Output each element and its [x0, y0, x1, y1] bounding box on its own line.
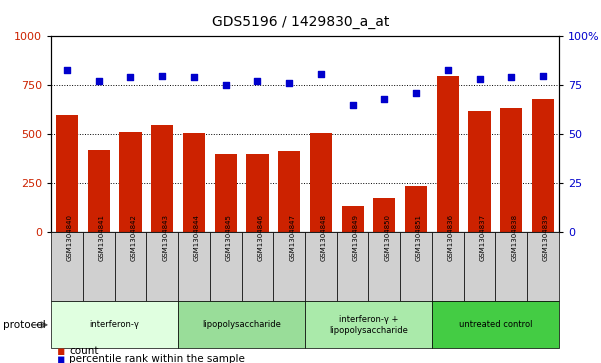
Text: GSM1304850: GSM1304850: [385, 214, 391, 261]
Bar: [432, 301, 559, 348]
Bar: [305, 301, 432, 348]
Bar: [373, 198, 395, 232]
Bar: [405, 186, 427, 232]
Point: [316, 71, 326, 77]
Bar: [532, 99, 554, 232]
Point: [538, 73, 548, 78]
Bar: [273, 232, 305, 301]
Point: [284, 81, 294, 86]
Bar: [242, 232, 273, 301]
Bar: [464, 232, 495, 301]
Bar: [178, 232, 210, 301]
Bar: [115, 232, 146, 301]
Point: [94, 78, 103, 84]
Bar: [246, 154, 269, 232]
Bar: [56, 115, 78, 232]
Text: GSM1304845: GSM1304845: [225, 215, 231, 261]
Point: [348, 102, 358, 108]
Text: untreated control: untreated control: [459, 321, 532, 329]
Point: [380, 96, 389, 102]
Text: GDS5196 / 1429830_a_at: GDS5196 / 1429830_a_at: [212, 15, 389, 29]
Bar: [341, 206, 364, 232]
Text: GSM1304836: GSM1304836: [448, 214, 454, 261]
Text: interferon-γ +
lipopolysaccharide: interferon-γ + lipopolysaccharide: [329, 315, 408, 335]
Bar: [278, 151, 300, 232]
Bar: [337, 232, 368, 301]
Point: [475, 77, 484, 82]
Text: count: count: [69, 346, 99, 356]
Text: ▪: ▪: [57, 353, 66, 363]
Bar: [432, 232, 464, 301]
Text: GSM1304848: GSM1304848: [321, 214, 327, 261]
Bar: [51, 232, 83, 301]
Text: ▪: ▪: [57, 344, 66, 358]
Bar: [305, 232, 337, 301]
Bar: [368, 232, 400, 301]
Bar: [88, 150, 110, 232]
Text: GSM1304844: GSM1304844: [194, 215, 200, 261]
Point: [62, 67, 72, 73]
Text: GSM1304839: GSM1304839: [543, 214, 549, 261]
Text: GSM1304843: GSM1304843: [162, 214, 168, 261]
Text: GSM1304837: GSM1304837: [480, 214, 486, 261]
Bar: [51, 301, 178, 348]
Bar: [151, 126, 173, 232]
Bar: [400, 232, 432, 301]
Text: GSM1304847: GSM1304847: [289, 214, 295, 261]
Text: GSM1304846: GSM1304846: [257, 214, 263, 261]
Point: [411, 90, 421, 96]
Text: GSM1304838: GSM1304838: [511, 214, 517, 261]
Text: GSM1304849: GSM1304849: [353, 214, 359, 261]
Point: [157, 73, 167, 78]
Bar: [310, 133, 332, 232]
Text: interferon-γ: interferon-γ: [90, 321, 139, 329]
Text: percentile rank within the sample: percentile rank within the sample: [69, 354, 245, 363]
Bar: [210, 232, 242, 301]
Point: [252, 78, 262, 84]
Text: GSM1304842: GSM1304842: [130, 215, 136, 261]
Bar: [527, 232, 559, 301]
Bar: [215, 154, 237, 232]
Bar: [468, 111, 490, 232]
Text: lipopolysaccharide: lipopolysaccharide: [202, 321, 281, 329]
Text: GSM1304840: GSM1304840: [67, 214, 73, 261]
Point: [443, 67, 453, 73]
Bar: [120, 132, 142, 232]
Bar: [83, 232, 115, 301]
Point: [221, 82, 230, 88]
Text: protocol: protocol: [3, 320, 46, 330]
Point: [507, 74, 516, 80]
Text: GSM1304851: GSM1304851: [416, 214, 422, 261]
Text: GSM1304841: GSM1304841: [99, 214, 105, 261]
Bar: [437, 77, 459, 232]
Point: [189, 74, 199, 80]
Bar: [146, 232, 178, 301]
Point: [126, 74, 135, 80]
Bar: [183, 133, 205, 232]
Bar: [495, 232, 527, 301]
Bar: [500, 108, 522, 232]
Bar: [178, 301, 305, 348]
